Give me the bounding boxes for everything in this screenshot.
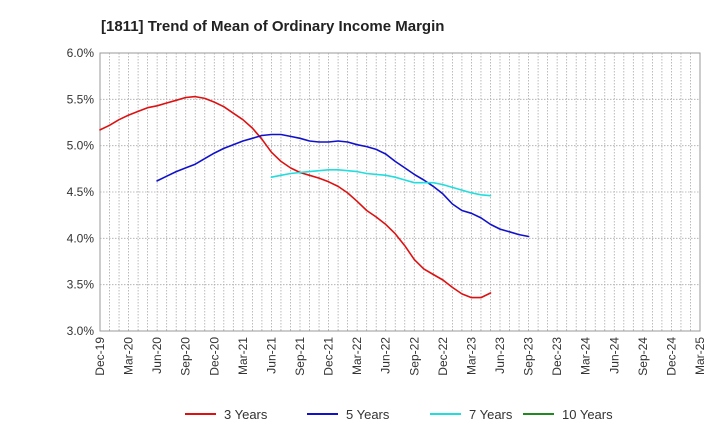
x-tick-label: Dec-21: [322, 337, 336, 376]
x-tick-label: Jun-20: [150, 337, 164, 374]
series-lines: [99, 95, 530, 299]
legend-label: 5 Years: [346, 407, 390, 422]
x-tick-label: Sep-23: [522, 337, 536, 376]
x-tick-label: Dec-23: [550, 337, 564, 376]
x-tick-label: Dec-22: [436, 337, 450, 376]
x-tick-label: Dec-24: [664, 337, 678, 376]
x-tick-label: Mar-20: [122, 337, 136, 375]
chart-title: [1811] Trend of Mean of Ordinary Income …: [101, 18, 444, 35]
y-tick-label: 3.5%: [67, 278, 95, 292]
legend: 3 Years 5 Years 7 Years 10 Years: [185, 407, 613, 422]
grid-lines: [100, 53, 700, 331]
x-tick-label: Jun-23: [493, 337, 507, 374]
y-tick-label: 3.0%: [67, 324, 95, 338]
y-axis-ticks: 3.0% 3.5% 4.0% 4.5% 5.0% 5.5% 6.0%: [67, 46, 95, 338]
x-tick-label: Dec-19: [93, 337, 107, 376]
y-tick-label: 6.0%: [67, 46, 95, 60]
x-tick-label: Jun-21: [264, 337, 278, 374]
x-tick-label: Mar-25: [693, 337, 707, 375]
x-axis-ticks: Dec-19 Mar-20 Jun-20 Sep-20 Dec-20 Mar-21 Jun-…: [93, 337, 707, 376]
series-line-5-years: [156, 133, 530, 238]
y-tick-label: 4.5%: [67, 185, 95, 199]
x-tick-label: Mar-23: [464, 337, 478, 375]
y-tick-label: 5.5%: [67, 92, 95, 106]
x-tick-label: Sep-21: [293, 337, 307, 376]
legend-label: 3 Years: [224, 407, 268, 422]
x-tick-label: Mar-24: [579, 337, 593, 375]
x-tick-label: Dec-20: [207, 337, 221, 376]
series-line-3-years: [99, 95, 492, 299]
x-tick-label: Jun-24: [607, 337, 621, 374]
x-tick-label: Jun-22: [379, 337, 393, 374]
x-tick-label: Sep-20: [179, 337, 193, 376]
y-tick-label: 5.0%: [67, 139, 95, 153]
y-tick-label: 4.0%: [67, 231, 95, 245]
x-tick-label: Mar-22: [350, 337, 364, 375]
legend-label: 10 Years: [562, 407, 613, 422]
x-tick-label: Sep-22: [407, 337, 421, 376]
x-tick-label: Mar-21: [236, 337, 250, 375]
series-line-7-years: [270, 169, 492, 197]
legend-label: 7 Years: [469, 407, 513, 422]
x-tick-label: Sep-24: [636, 337, 650, 376]
